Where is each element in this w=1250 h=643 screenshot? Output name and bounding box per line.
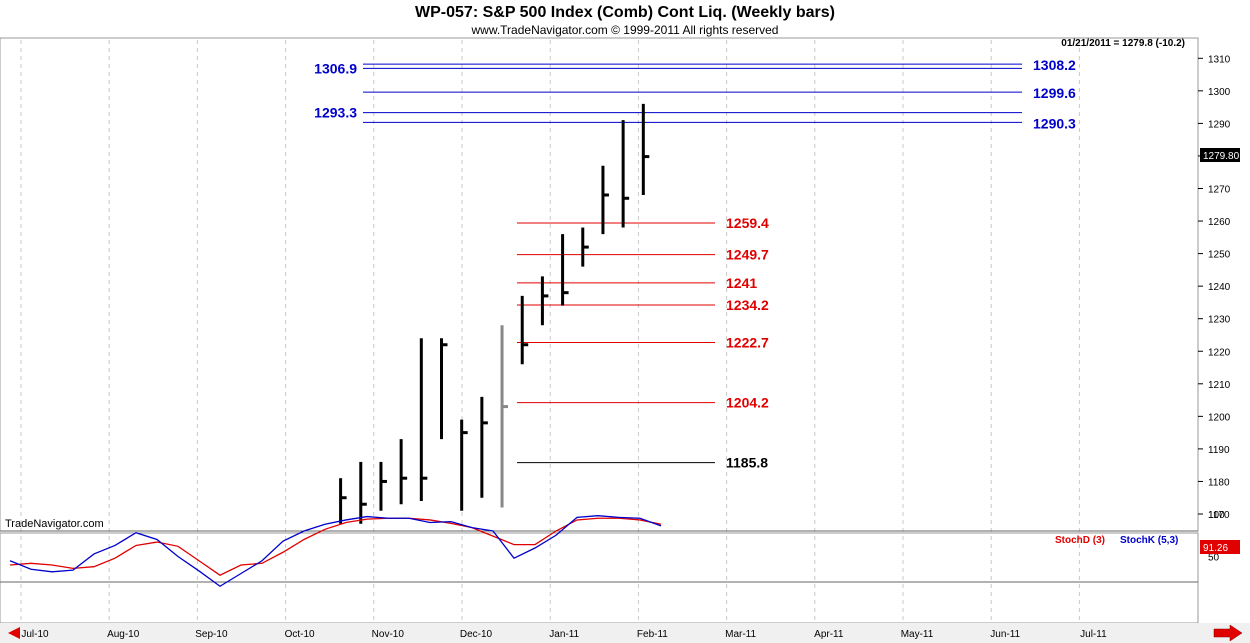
resistance-label: 1290.3 (1033, 115, 1076, 131)
price-tick-label: 1190 (1208, 445, 1230, 456)
resistance-label: 1306.9 (314, 60, 357, 76)
price-tick-label: 1250 (1208, 250, 1231, 261)
price-tick-label: 1260 (1208, 217, 1231, 228)
month-label: Feb-11 (637, 629, 668, 640)
stoch-pane (0, 532, 1199, 624)
support-label: 1259.4 (726, 215, 769, 231)
support-label: 1249.7 (726, 247, 769, 263)
right-arrow-icon[interactable] (1213, 624, 1243, 642)
price-tick-label: 1310 (1208, 54, 1231, 65)
stoch-tick-label: 50 (1208, 553, 1220, 564)
scroll-right-arrow[interactable] (1213, 624, 1243, 642)
price-bars (339, 103, 650, 524)
price-tag-box (1200, 148, 1240, 162)
scroll-left-arrow[interactable] (8, 627, 20, 639)
price-tag: 1279.80 (1203, 151, 1240, 162)
price-tick-label: 1300 (1208, 87, 1231, 98)
price-tick-label: 1180 (1208, 477, 1230, 488)
price-tick-label: 1290 (1208, 119, 1231, 130)
resistance-label: 1299.6 (1033, 85, 1076, 101)
month-label: Dec-10 (460, 629, 493, 640)
stoch-line (9, 515, 662, 588)
stochk-legend: StochK (5,3) (1120, 535, 1178, 546)
support-label: 1185.8 (726, 455, 768, 471)
month-label: Jan-11 (549, 629, 579, 640)
month-label: Nov-10 (372, 629, 405, 640)
price-tick-label: 1270 (1208, 185, 1231, 196)
month-label: Jul-11 (1080, 629, 1107, 640)
support-label: 1241 (726, 275, 757, 291)
support-label: 1204.2 (726, 395, 769, 411)
tradenavigator-watermark: TradeNavigator.com (5, 518, 104, 530)
support-label: 1234.2 (726, 297, 769, 313)
month-label: Sep-10 (195, 629, 228, 640)
chart-title: WP-057: S&P 500 Index (Comb) Cont Liq. (… (415, 4, 835, 21)
price-tick-label: 1170 (1208, 510, 1230, 521)
price-tick-label: 1230 (1208, 315, 1231, 326)
level-lines: 1306.9 1308.2 1299.6 1293.3 1290.3 1259.4 1249… (314, 57, 1076, 470)
month-label: Jun-11 (990, 629, 1020, 640)
copyright-text: www.TradeNavigator.com © 1999-2011 All r… (471, 23, 779, 37)
price-tick-label: 1200 (1208, 412, 1231, 423)
resistance-label: 1308.2 (1033, 57, 1076, 73)
time-axis-bar (0, 623, 1250, 643)
month-label: Mar-11 (725, 629, 756, 640)
price-tick-label: 1240 (1208, 282, 1231, 293)
resistance-label: 1293.3 (314, 105, 357, 121)
stoch-tick-label: 100 (1208, 510, 1225, 521)
stochastic-indicator: 50 100 (0, 510, 1225, 588)
vertical-gridlines (20, 40, 1080, 622)
month-label: Aug-10 (107, 629, 140, 640)
price-tick-label: 1210 (1208, 380, 1231, 391)
left-arrow-icon[interactable] (8, 627, 20, 639)
stoch-tag-box (1200, 540, 1240, 554)
price-axis: 1170 1180 1190 1200 1210 1220 1230 1240 1250 1260… (1198, 54, 1231, 521)
month-labels: Jul-10 Aug-10 Sep-10 Oct-10 Nov-10 Dec-10 Jan-… (21, 629, 1107, 640)
month-label: Apr-11 (814, 629, 844, 640)
support-label: 1222.7 (726, 334, 769, 350)
stoch-value-tag: 91.26 (1203, 543, 1228, 554)
stoch-line (9, 517, 662, 576)
month-label: May-11 (901, 629, 934, 640)
last-quote: 01/21/2011 = 1279.8 (-10.2) (1061, 38, 1185, 49)
month-label: Jul-10 (21, 629, 49, 640)
price-pane (0, 37, 1199, 532)
price-tick-label: 1220 (1208, 347, 1231, 358)
stochd-legend: StochD (3) (1055, 535, 1105, 546)
month-label: Oct-10 (285, 629, 315, 640)
